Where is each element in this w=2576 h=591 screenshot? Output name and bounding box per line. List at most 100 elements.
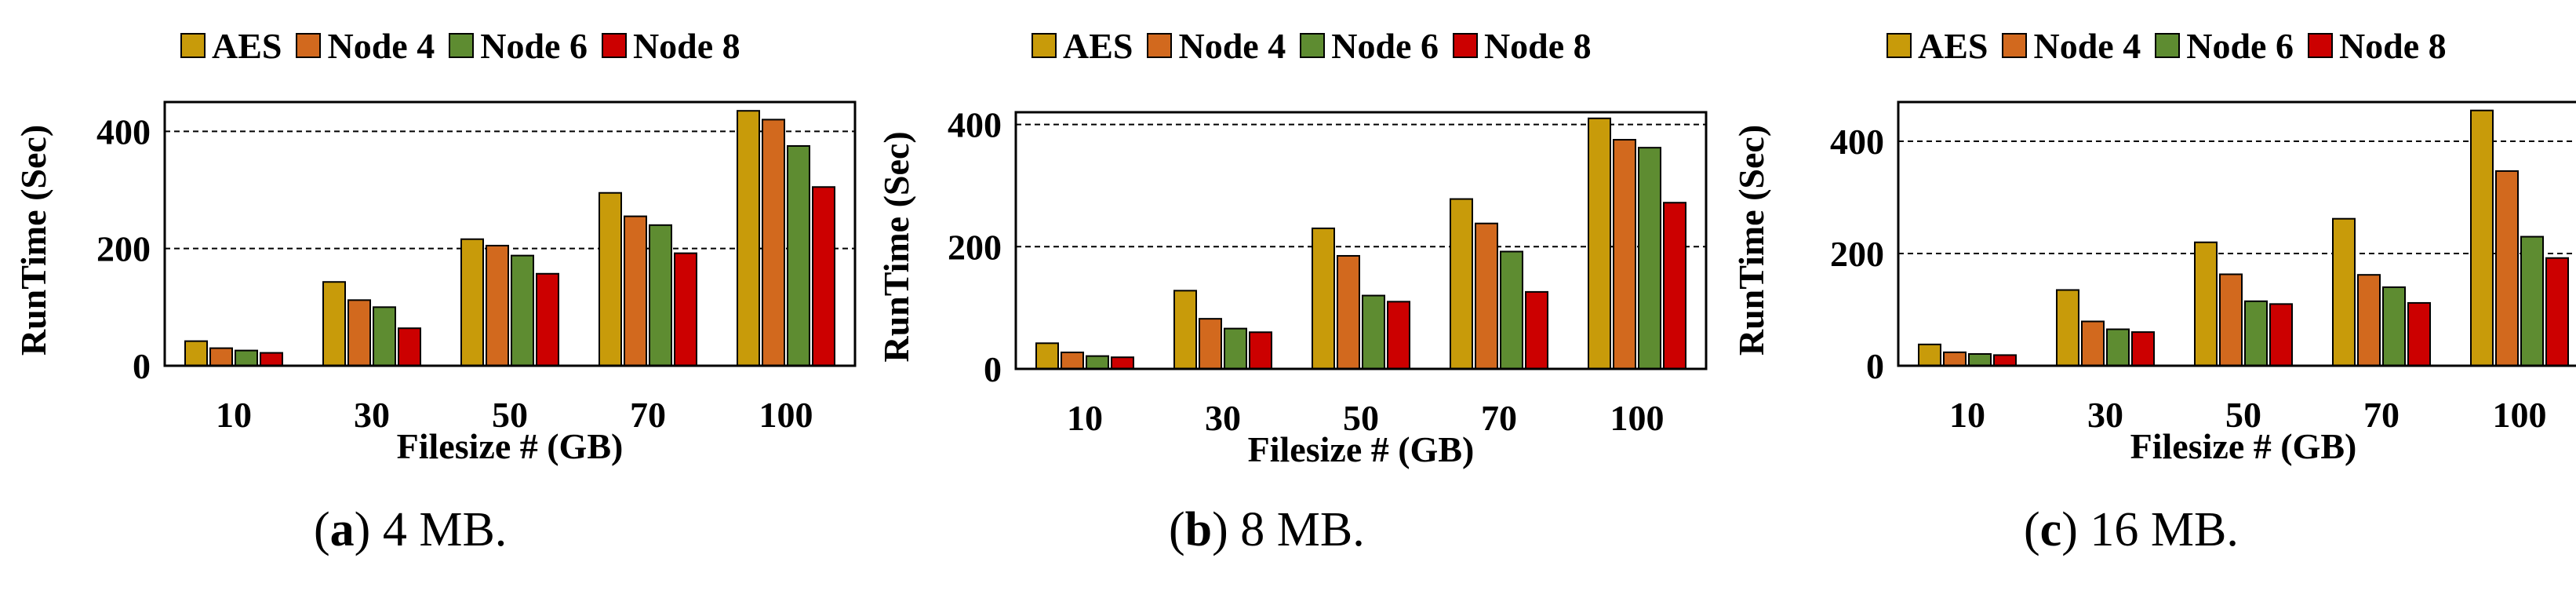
legend-label: Node 8 — [2338, 25, 2447, 66]
bar — [460, 238, 484, 367]
bar — [1173, 290, 1197, 370]
legend-item: AES — [1887, 25, 1988, 67]
bar — [2520, 235, 2544, 367]
bar — [674, 252, 697, 367]
bar — [737, 110, 760, 367]
plot-frame — [1014, 111, 1708, 370]
bar — [260, 352, 283, 367]
x-tick-label: 30 — [1205, 398, 1241, 438]
y-tick-label: 400 — [1830, 122, 1884, 162]
plot-frame — [163, 100, 857, 367]
x-tick-label: 100 — [2493, 395, 2547, 435]
bar — [1588, 117, 1611, 370]
bar — [1918, 343, 1941, 367]
bar — [347, 299, 371, 367]
legend-swatch — [449, 33, 475, 58]
x-tick-label: 10 — [1067, 398, 1103, 438]
bar — [1968, 352, 1992, 367]
bar — [1525, 290, 1548, 370]
y-tick-label: 0 — [1866, 346, 1884, 386]
y-axis-label: RunTime (Sec) — [13, 125, 53, 356]
legend-label: Node 8 — [1483, 25, 1592, 66]
legend-item: AES — [1031, 25, 1133, 67]
bar — [536, 272, 559, 367]
bar — [1943, 351, 1967, 367]
caption-text: 4 MB. — [370, 503, 508, 556]
x-tick-label: 50 — [1343, 398, 1379, 438]
legend-label: Node 6 — [480, 25, 588, 66]
legend-swatch — [1031, 33, 1057, 58]
bar — [1663, 202, 1686, 370]
bar — [599, 192, 622, 367]
x-tick-label: 70 — [630, 395, 666, 435]
y-tick-label: 400 — [96, 111, 151, 151]
bar — [2382, 286, 2406, 367]
bar — [511, 254, 534, 367]
bar — [1249, 331, 1272, 370]
bar — [1199, 318, 1222, 370]
legend-label: Node 6 — [2186, 25, 2294, 66]
legend: AES Node 4 Node 6 Node 8 — [1031, 22, 1606, 69]
bar — [2357, 274, 2381, 367]
x-tick-label: 50 — [2225, 395, 2261, 435]
bar — [398, 327, 421, 367]
legend-swatch — [1300, 33, 1326, 58]
bar — [235, 349, 258, 367]
caption-text: 16 MB. — [2077, 503, 2239, 556]
bar — [787, 145, 810, 367]
x-tick-label: 70 — [1481, 398, 1517, 438]
legend-swatch — [1887, 33, 1912, 58]
legend-swatch — [1452, 33, 1478, 58]
bar — [2131, 331, 2155, 367]
bar — [624, 215, 647, 367]
legend-label: Node 4 — [327, 25, 435, 66]
bar — [2081, 320, 2105, 367]
bar — [2495, 170, 2519, 367]
legend-item: Node 8 — [1452, 25, 1592, 67]
legend-label: AES — [212, 25, 282, 66]
bar — [1224, 327, 1247, 370]
y-tick-label: 200 — [96, 229, 151, 269]
caption-letter: (b) — [1169, 503, 1228, 556]
bar — [2545, 257, 2569, 367]
legend-item: Node 8 — [601, 25, 740, 67]
x-tick-label: 10 — [1949, 395, 1985, 435]
legend-item: Node 8 — [2307, 25, 2447, 67]
bar — [486, 244, 509, 367]
legend-swatch — [2307, 33, 2333, 58]
bar — [1362, 294, 1385, 370]
x-tick-label: 100 — [759, 395, 813, 435]
legend-item: Node 4 — [2002, 25, 2141, 67]
bar — [1035, 342, 1059, 370]
x-axis-label: Filesize # (GB) — [2130, 426, 2357, 466]
bar — [2332, 217, 2356, 367]
bar — [209, 347, 233, 367]
x-tick-label: 30 — [2087, 395, 2123, 435]
caption-letter: (a) — [314, 503, 371, 556]
bar — [2219, 273, 2243, 367]
y-tick-label: 400 — [948, 105, 1002, 145]
legend-swatch — [180, 33, 206, 58]
bar — [1638, 147, 1661, 370]
bar — [2470, 109, 2494, 367]
caption-letter: (c) — [2024, 503, 2078, 556]
legend-item: Node 4 — [1147, 25, 1286, 67]
bar — [1450, 198, 1473, 370]
legend-label: AES — [1918, 25, 1988, 66]
bar — [1475, 222, 1498, 370]
legend-item: Node 6 — [1300, 25, 1439, 67]
legend-label: Node 6 — [1331, 25, 1439, 66]
bar — [2194, 241, 2218, 367]
x-tick-label: 50 — [492, 395, 528, 435]
bar — [812, 186, 835, 367]
bar — [373, 306, 396, 367]
y-tick-label: 200 — [1830, 234, 1884, 274]
legend-item: Node 6 — [2155, 25, 2294, 67]
plot-frame — [1897, 100, 2576, 367]
bar — [322, 281, 346, 367]
legend-swatch — [2155, 33, 2181, 58]
bar — [184, 340, 208, 367]
bar — [1061, 351, 1084, 370]
x-tick-label: 30 — [354, 395, 390, 435]
